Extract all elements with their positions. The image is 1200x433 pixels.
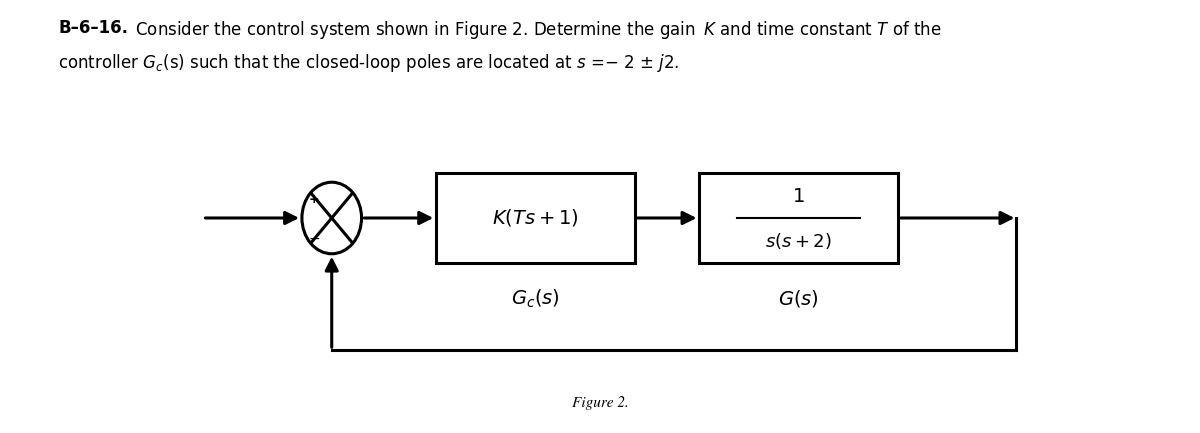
Text: $s(s+2)$: $s(s+2)$ bbox=[766, 231, 832, 251]
Text: $1$: $1$ bbox=[792, 188, 805, 206]
Text: $G(s)$: $G(s)$ bbox=[779, 288, 820, 309]
Text: $G_c(s)$: $G_c(s)$ bbox=[511, 288, 560, 310]
Text: −: − bbox=[308, 232, 319, 246]
Bar bbox=[700, 173, 898, 263]
Bar bbox=[436, 173, 635, 263]
Text: $K(Ts + 1)$: $K(Ts + 1)$ bbox=[492, 207, 578, 229]
Text: Figure 2.: Figure 2. bbox=[571, 396, 629, 410]
Text: Consider the control system shown in Figure 2. Determine the gain  $K$ and time : Consider the control system shown in Fig… bbox=[130, 19, 942, 41]
Text: +: + bbox=[308, 193, 319, 206]
Text: controller $G_c$(s) such that the closed-loop poles are located at $s$ =− 2 ± $j: controller $G_c$(s) such that the closed… bbox=[59, 52, 679, 74]
Text: B–6–16.: B–6–16. bbox=[59, 19, 128, 37]
